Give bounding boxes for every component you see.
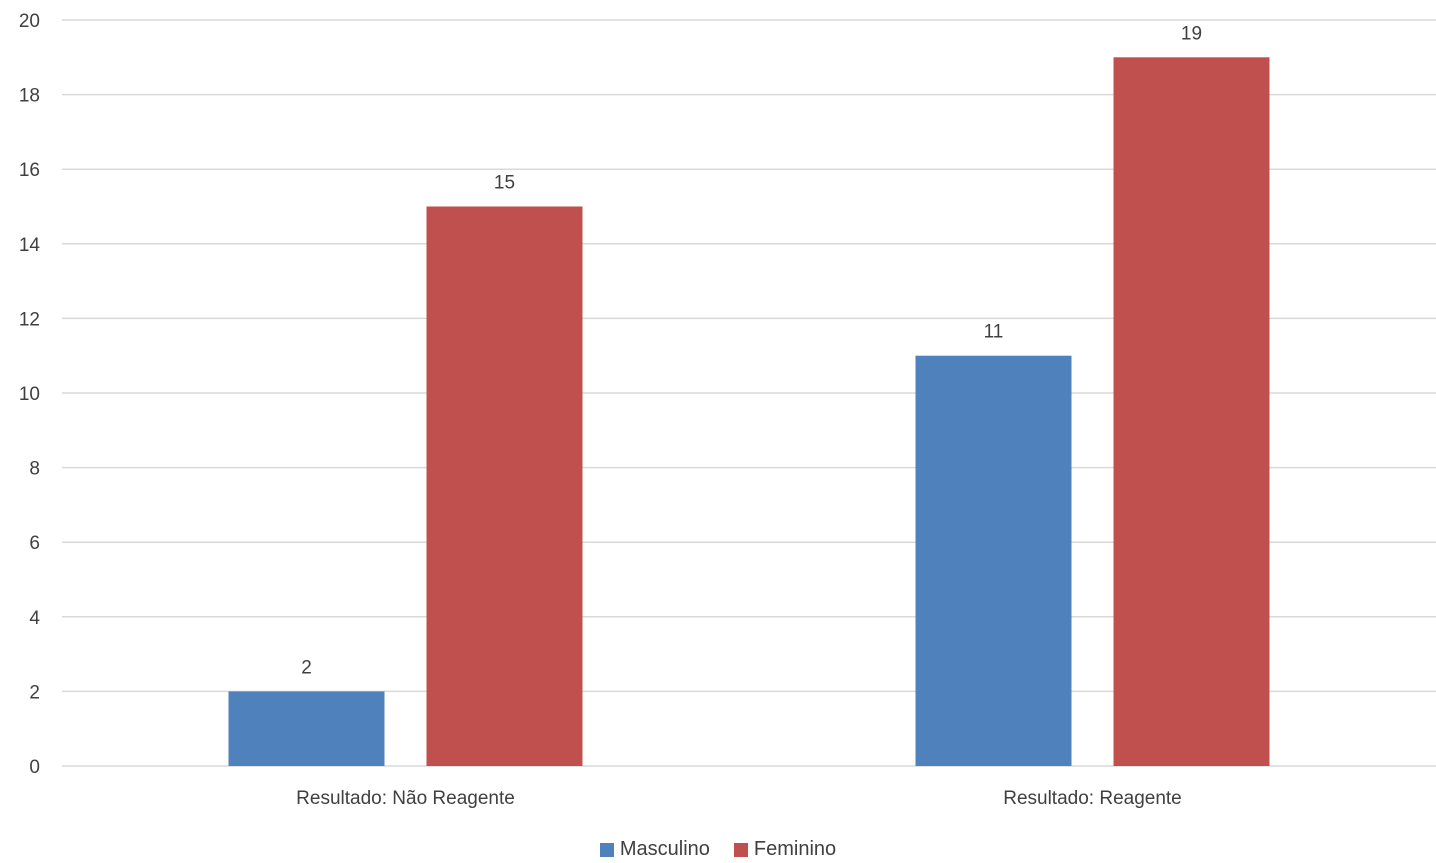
bar-masculino-1 [915, 355, 1072, 766]
legend-item-masculino: Masculino [599, 838, 710, 861]
legend: Masculino Feminino [0, 836, 1436, 863]
y-tick-label: 12 [19, 309, 40, 330]
legend-label-feminino: Feminino [753, 838, 837, 860]
legend-label-masculino: Masculino [619, 838, 710, 860]
y-axis: 0 2 4 6 8 10 12 14 16 18 20 [19, 11, 41, 778]
y-tick-label: 4 [29, 608, 40, 629]
y-tick-label: 14 [19, 235, 41, 256]
data-label: 15 [494, 173, 515, 194]
bars [228, 57, 1270, 767]
legend-swatch-masculino [599, 842, 614, 857]
bar-masculino-0 [228, 691, 385, 766]
y-tick-label: 18 [19, 86, 40, 107]
legend-swatch-feminino [733, 842, 748, 857]
category-label: Resultado: Não Reagente [296, 788, 515, 809]
x-axis: Resultado: Não Reagente Resultado: Reagen… [296, 788, 1182, 809]
category-label: Resultado: Reagente [1003, 788, 1182, 809]
data-label: 19 [1181, 23, 1202, 44]
data-label: 2 [301, 657, 312, 678]
y-tick-label: 10 [19, 384, 40, 405]
bar-feminino-0 [426, 206, 583, 766]
y-tick-label: 8 [29, 459, 40, 480]
y-tick-label: 16 [19, 160, 40, 181]
y-tick-label: 6 [29, 533, 40, 554]
legend-item-feminino: Feminino [733, 838, 837, 861]
bar-chart: 0 2 4 6 8 10 12 14 16 18 20 2 15 11 19 Resultado: Não… [19, 11, 1436, 809]
data-labels: 2 15 11 19 [301, 23, 1202, 678]
y-tick-label: 2 [29, 682, 40, 703]
data-label: 11 [984, 322, 1004, 343]
bar-feminino-1 [1113, 57, 1270, 767]
y-tick-label: 0 [29, 757, 40, 778]
y-tick-label: 20 [19, 11, 40, 32]
